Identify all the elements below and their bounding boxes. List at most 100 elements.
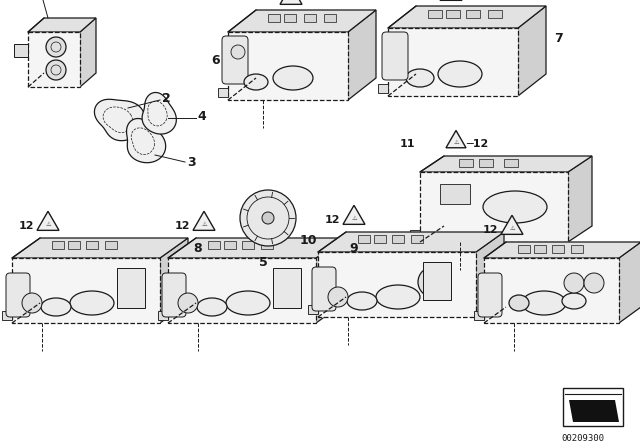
Polygon shape [14, 44, 28, 57]
Ellipse shape [273, 66, 313, 90]
FancyBboxPatch shape [162, 273, 186, 317]
Bar [105, 241, 117, 249]
Polygon shape [2, 311, 12, 320]
Polygon shape [160, 238, 188, 323]
Polygon shape [228, 10, 376, 32]
Polygon shape [12, 238, 188, 258]
Text: ⚠: ⚠ [201, 223, 207, 228]
Ellipse shape [376, 285, 420, 309]
Polygon shape [168, 238, 344, 258]
Polygon shape [12, 258, 160, 323]
Text: 5: 5 [259, 256, 268, 269]
Polygon shape [569, 400, 619, 422]
Ellipse shape [41, 298, 71, 316]
Polygon shape [476, 232, 504, 317]
Polygon shape [37, 211, 59, 230]
Text: ⚠: ⚠ [288, 0, 294, 1]
Ellipse shape [178, 293, 198, 313]
Bar [68, 241, 80, 249]
Text: 9: 9 [349, 241, 358, 254]
Text: 12: 12 [324, 215, 340, 225]
Polygon shape [501, 215, 523, 234]
Polygon shape [127, 118, 166, 163]
Text: 12: 12 [175, 221, 190, 231]
Polygon shape [228, 32, 348, 100]
Polygon shape [142, 92, 177, 134]
Ellipse shape [197, 298, 227, 316]
Ellipse shape [522, 291, 566, 315]
Text: 12: 12 [19, 221, 34, 231]
Text: ─12: ─12 [466, 139, 488, 149]
Bar [488, 10, 502, 18]
Ellipse shape [509, 295, 529, 311]
Bar [208, 241, 220, 249]
Ellipse shape [483, 191, 547, 223]
Ellipse shape [46, 60, 66, 80]
Ellipse shape [240, 190, 296, 246]
Bar [261, 241, 273, 249]
Polygon shape [420, 172, 568, 242]
Polygon shape [388, 6, 546, 28]
Ellipse shape [564, 273, 584, 293]
Bar [304, 14, 316, 22]
FancyBboxPatch shape [312, 267, 336, 311]
Polygon shape [193, 211, 215, 230]
Polygon shape [568, 156, 592, 242]
Polygon shape [484, 258, 619, 323]
Polygon shape [378, 84, 388, 93]
Ellipse shape [22, 293, 42, 313]
Bar [504, 159, 518, 167]
Bar [284, 14, 296, 22]
Polygon shape [318, 252, 476, 317]
Text: 4: 4 [197, 109, 205, 122]
Polygon shape [316, 238, 344, 323]
Bar [552, 245, 564, 253]
FancyBboxPatch shape [382, 32, 408, 80]
Polygon shape [95, 99, 145, 141]
Polygon shape [168, 258, 316, 323]
Polygon shape [388, 28, 518, 96]
Bar [440, 184, 470, 204]
Polygon shape [446, 130, 466, 148]
Bar [358, 235, 370, 243]
Ellipse shape [406, 69, 434, 87]
Polygon shape [318, 232, 504, 252]
FancyBboxPatch shape [6, 273, 30, 317]
Bar [571, 245, 583, 253]
Bar [117, 268, 145, 308]
Bar [242, 241, 254, 249]
Polygon shape [420, 156, 592, 172]
Bar [423, 262, 451, 300]
Bar [428, 10, 442, 18]
Text: 10: 10 [300, 233, 317, 246]
Polygon shape [518, 6, 546, 96]
Bar [459, 159, 473, 167]
Ellipse shape [328, 287, 348, 307]
Text: ⚠: ⚠ [453, 140, 459, 145]
Polygon shape [619, 242, 640, 323]
Polygon shape [343, 205, 365, 224]
Bar [466, 10, 480, 18]
Polygon shape [28, 18, 96, 32]
Polygon shape [158, 311, 168, 320]
Ellipse shape [418, 267, 448, 297]
Text: 00209300: 00209300 [561, 434, 604, 443]
Text: 12: 12 [483, 225, 498, 235]
Text: 6: 6 [212, 55, 220, 68]
Ellipse shape [70, 291, 114, 315]
Bar [411, 235, 423, 243]
Polygon shape [484, 242, 640, 258]
Text: ⚠: ⚠ [509, 226, 515, 232]
Polygon shape [474, 311, 484, 320]
Ellipse shape [226, 291, 270, 315]
Bar [534, 245, 546, 253]
Ellipse shape [231, 45, 245, 59]
Polygon shape [80, 18, 96, 87]
Bar [268, 14, 280, 22]
Polygon shape [308, 305, 318, 314]
FancyBboxPatch shape [478, 273, 502, 317]
Ellipse shape [438, 61, 482, 87]
Text: ⚠: ⚠ [45, 223, 51, 228]
Polygon shape [280, 0, 302, 4]
Ellipse shape [46, 37, 66, 57]
